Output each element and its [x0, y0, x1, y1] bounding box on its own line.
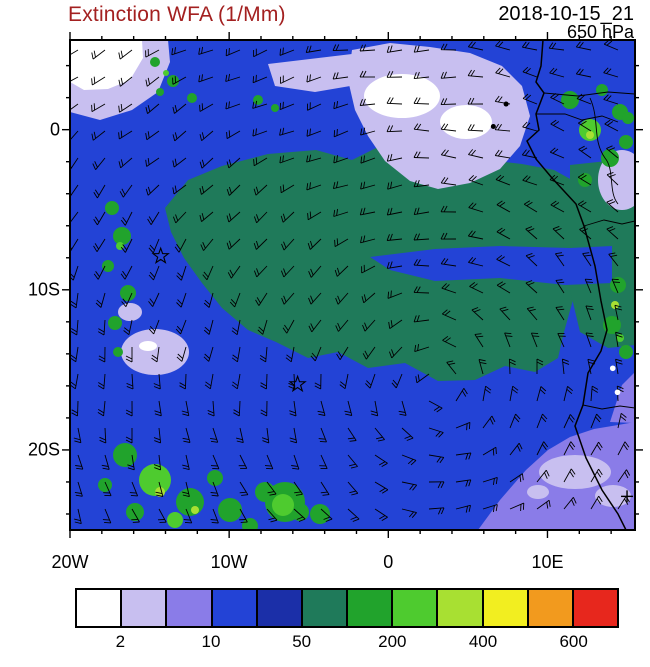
coastline	[526, 40, 627, 530]
field-white-patch	[364, 74, 440, 118]
y-axis-label: 20S	[27, 439, 60, 460]
field-speckle	[113, 347, 123, 357]
country-border	[543, 91, 635, 97]
white-dot	[614, 389, 621, 396]
field-speckle	[619, 135, 633, 149]
colorbar-cell	[393, 590, 439, 626]
field-speckle	[126, 503, 144, 521]
colorbar-label: 10	[201, 632, 221, 651]
field-blue-tongue	[370, 246, 612, 285]
white-dot	[609, 365, 616, 372]
colorbar-cell	[483, 590, 529, 626]
field-speckle	[108, 316, 122, 330]
country-border	[536, 113, 619, 123]
field-speckle	[207, 470, 223, 486]
colorbar-cell	[257, 590, 303, 626]
field-speckle	[187, 93, 197, 103]
field-white-patch	[139, 341, 157, 351]
field-clean-se-patch	[539, 455, 611, 489]
field-speckle	[102, 260, 114, 272]
country-border	[583, 219, 635, 227]
field-speckle	[191, 506, 199, 514]
colorbar-labels: 2 10 50 200 400 600	[75, 632, 619, 654]
field-white-patch	[440, 105, 492, 139]
field-speckle	[561, 91, 579, 109]
colorbar-cell	[212, 590, 258, 626]
plot-level: 650 hPa	[566, 22, 634, 42]
country-border	[589, 97, 619, 205]
country-border	[582, 404, 635, 410]
field-speckle	[271, 104, 279, 112]
field-clean-midleft	[118, 303, 142, 321]
field-speckle	[619, 345, 633, 359]
x-axis-label: 10E	[531, 552, 564, 572]
field-speckle	[601, 149, 619, 167]
colorbar-label: 200	[378, 632, 407, 651]
field-white-topleft	[70, 40, 143, 90]
colorbar-cell	[122, 590, 168, 626]
colorbar-cell	[167, 590, 213, 626]
colorbar-label: 400	[468, 632, 498, 651]
field-clean-streak	[268, 54, 362, 92]
colorbar	[75, 588, 619, 628]
field-speckle	[176, 488, 204, 516]
field-layers	[70, 40, 635, 530]
plot-title: Extinction WFA (1/Mm)	[68, 3, 286, 26]
field-speckle	[113, 227, 131, 245]
colorbar-cell	[528, 590, 574, 626]
field-speckle	[596, 84, 608, 96]
field-clean-east-strip	[610, 372, 635, 423]
field-speckle	[163, 70, 169, 76]
field-speckle	[218, 498, 242, 522]
field-speckle	[167, 512, 183, 528]
field-speckle	[610, 277, 626, 293]
colorbar-cell	[302, 590, 349, 626]
field-speckle	[253, 95, 263, 105]
field-speckle	[586, 131, 594, 139]
colorbar-cell	[77, 590, 123, 626]
colorbar-label: 600	[559, 632, 588, 651]
colorbar-cell	[438, 590, 484, 626]
y-axis-label: 10S	[27, 279, 60, 300]
star-marker	[151, 246, 170, 264]
field-speckle	[578, 173, 592, 187]
x-axis-label: 0	[383, 552, 394, 572]
field-speckle	[98, 478, 112, 492]
map-border	[69, 39, 636, 531]
field-speckle	[120, 285, 136, 301]
field-speckle	[242, 518, 258, 530]
colorbar-label: 2	[115, 632, 126, 651]
wind-barbs	[70, 40, 631, 525]
star-marker	[288, 374, 307, 393]
field-speckle	[622, 112, 634, 124]
colorbar-cell	[573, 590, 618, 626]
field-clean-se-patch	[527, 485, 549, 499]
field-speckle	[156, 88, 164, 96]
colorbar-label: 50	[292, 632, 312, 651]
field-clean-se-patch	[595, 485, 631, 507]
field-speckle	[150, 57, 160, 67]
x-axis-label: 10W	[210, 552, 248, 572]
x-axis-label: 20W	[51, 552, 89, 572]
field-speckle	[105, 201, 119, 215]
map-canvas	[62, 32, 643, 538]
field-speckle	[272, 494, 294, 516]
plot-datetime: 2018-10-15_21	[498, 3, 634, 25]
island-dot	[490, 123, 496, 129]
coastline-borders	[526, 40, 635, 530]
island-dot	[503, 101, 509, 107]
axis-ticks	[62, 32, 643, 538]
field-speckle	[113, 443, 137, 467]
plus-marker	[621, 490, 634, 503]
field-clean-midleft	[121, 329, 189, 375]
field-speckle	[139, 464, 171, 496]
colorbar-cell	[348, 590, 394, 626]
y-axis-label: 0	[49, 119, 60, 140]
